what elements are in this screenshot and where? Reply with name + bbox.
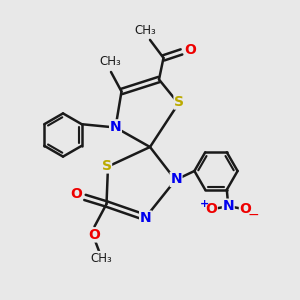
Text: N: N [110, 120, 121, 134]
Text: O: O [239, 202, 251, 216]
Text: S: S [101, 159, 112, 173]
Text: O: O [184, 44, 196, 57]
Text: N: N [140, 211, 151, 225]
Text: S: S [174, 95, 184, 109]
Text: +: + [200, 199, 209, 209]
Text: N: N [170, 172, 182, 186]
Text: −: − [247, 208, 259, 222]
Text: O: O [88, 228, 100, 242]
Text: CH₃: CH₃ [100, 55, 121, 68]
Text: O: O [205, 202, 217, 216]
Text: CH₃: CH₃ [90, 251, 112, 265]
Text: O: O [70, 188, 83, 201]
Text: CH₃: CH₃ [135, 24, 156, 38]
Text: N: N [223, 199, 234, 213]
